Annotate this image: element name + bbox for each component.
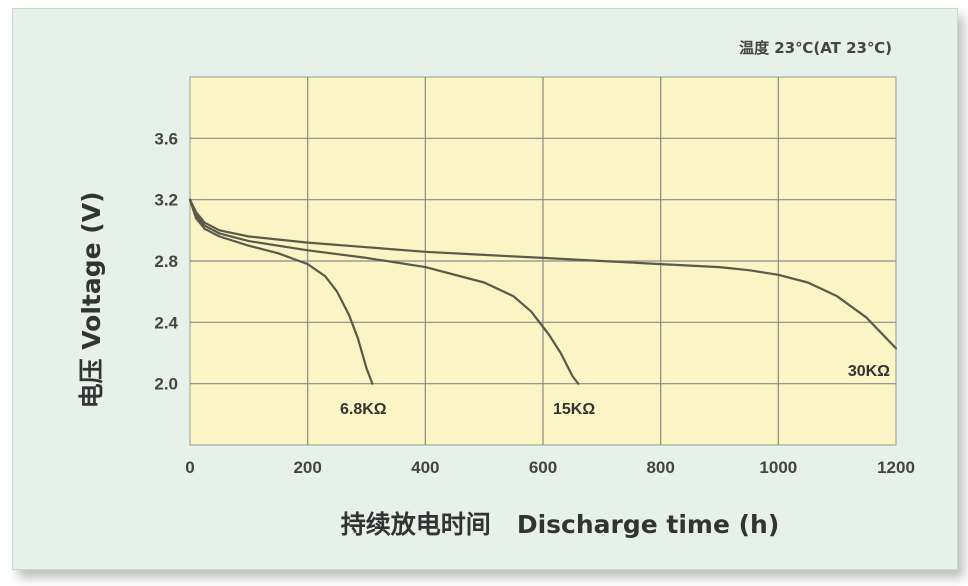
x-tick-label: 1000	[759, 458, 797, 477]
y-tick-label: 3.6	[154, 129, 178, 148]
curve-labels: 6.8KΩ 15KΩ 30KΩ	[340, 363, 890, 418]
x-axis-title: 持续放电时间 Discharge time (h)	[341, 510, 780, 539]
y-tick-label: 3.2	[154, 191, 178, 210]
x-tick-label: 600	[529, 458, 557, 477]
x-tick-label: 200	[293, 458, 321, 477]
tick-labels: 0 200 400 600 800 1000 1200 2.0 2.4 2.8 3.2 3.6	[154, 129, 915, 477]
y-tick-label: 2.4	[154, 313, 178, 332]
y-tick-label: 2.0	[154, 375, 178, 394]
curve-label: 15KΩ	[553, 401, 595, 418]
x-tick-label: 1200	[877, 458, 915, 477]
y-tick-label: 2.8	[154, 252, 178, 271]
x-tick-label: 0	[185, 458, 194, 477]
series-line-2	[188, 198, 580, 385]
grid-lines	[190, 77, 896, 445]
y-axis-title: 电压 Voltage (V)	[77, 191, 106, 408]
curve-label: 6.8KΩ	[340, 401, 387, 418]
series-line-3	[188, 198, 898, 350]
series-line-1	[188, 198, 374, 385]
series-lines	[188, 198, 898, 385]
temperature-note: 温度 23℃(AT 23℃)	[739, 39, 892, 57]
x-tick-label: 800	[646, 458, 674, 477]
x-tick-label: 400	[411, 458, 439, 477]
curve-label: 30KΩ	[848, 363, 890, 380]
